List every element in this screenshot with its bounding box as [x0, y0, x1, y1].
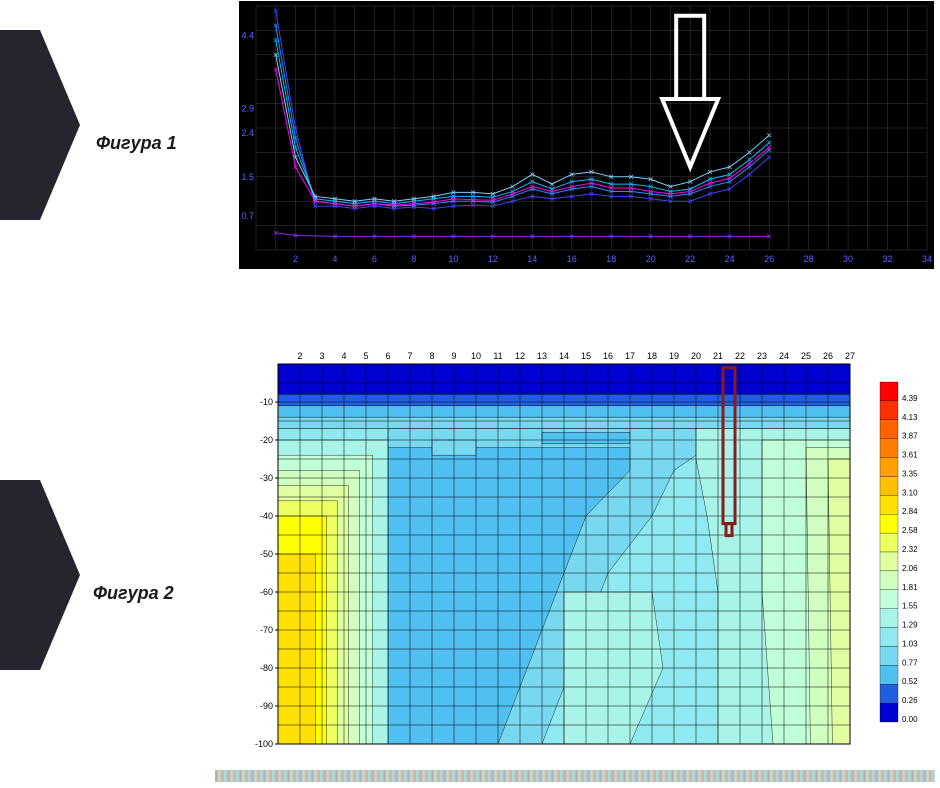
- svg-text:27: 27: [845, 351, 855, 361]
- svg-text:34: 34: [922, 254, 932, 264]
- svg-text:8: 8: [429, 351, 434, 361]
- svg-text:2.4: 2.4: [241, 128, 254, 138]
- svg-text:17: 17: [625, 351, 635, 361]
- pointer-shape-2: [0, 480, 80, 670]
- svg-text:30: 30: [843, 254, 853, 264]
- footer-noise-bar: [215, 770, 935, 782]
- svg-text:12: 12: [515, 351, 525, 361]
- svg-text:-30: -30: [260, 473, 273, 483]
- svg-text:0.7: 0.7: [241, 211, 254, 221]
- svg-text:0.26: 0.26: [902, 696, 918, 705]
- svg-text:2.06: 2.06: [902, 564, 918, 573]
- svg-text:3.87: 3.87: [902, 432, 918, 441]
- svg-text:10: 10: [471, 351, 481, 361]
- svg-text:2.9: 2.9: [241, 103, 254, 113]
- svg-text:3.61: 3.61: [902, 451, 918, 460]
- svg-text:10: 10: [448, 254, 458, 264]
- svg-text:1.55: 1.55: [902, 602, 918, 611]
- svg-text:7: 7: [407, 351, 412, 361]
- svg-text:6: 6: [385, 351, 390, 361]
- svg-text:18: 18: [606, 254, 616, 264]
- svg-text:13: 13: [537, 351, 547, 361]
- svg-text:16: 16: [567, 254, 577, 264]
- chart-1-line: 0.71.52.42.94.42468101214161820222426283…: [238, 0, 935, 270]
- svg-text:4.4: 4.4: [241, 30, 254, 40]
- svg-text:3.35: 3.35: [902, 469, 918, 478]
- pointer-shape-1: [0, 30, 80, 220]
- svg-text:22: 22: [685, 254, 695, 264]
- svg-text:8: 8: [411, 254, 416, 264]
- svg-text:4: 4: [341, 351, 346, 361]
- svg-text:1.81: 1.81: [902, 583, 918, 592]
- svg-text:14: 14: [527, 254, 537, 264]
- svg-text:-60: -60: [260, 587, 273, 597]
- svg-text:0.52: 0.52: [902, 677, 918, 686]
- svg-text:-20: -20: [260, 435, 273, 445]
- svg-text:2.32: 2.32: [902, 545, 918, 554]
- svg-text:19: 19: [669, 351, 679, 361]
- svg-text:5: 5: [363, 351, 368, 361]
- svg-text:1.5: 1.5: [241, 172, 254, 182]
- svg-text:4.13: 4.13: [902, 413, 918, 422]
- svg-text:-70: -70: [260, 625, 273, 635]
- svg-text:23: 23: [757, 351, 767, 361]
- svg-text:26: 26: [823, 351, 833, 361]
- chart-2-heatmap: 2345678910111213141516171819202122232425…: [238, 346, 935, 756]
- svg-text:24: 24: [779, 351, 789, 361]
- svg-text:-100: -100: [255, 739, 273, 749]
- svg-text:25: 25: [801, 351, 811, 361]
- svg-text:20: 20: [691, 351, 701, 361]
- svg-text:-50: -50: [260, 549, 273, 559]
- svg-text:1.03: 1.03: [902, 639, 918, 648]
- svg-text:4: 4: [332, 254, 337, 264]
- svg-text:21: 21: [713, 351, 723, 361]
- svg-text:0.77: 0.77: [902, 658, 918, 667]
- figure-1-label: Фигура 1: [96, 133, 177, 154]
- svg-text:2: 2: [293, 254, 298, 264]
- svg-text:3: 3: [319, 351, 324, 361]
- svg-text:18: 18: [647, 351, 657, 361]
- svg-text:2.58: 2.58: [902, 526, 918, 535]
- svg-text:28: 28: [804, 254, 814, 264]
- svg-text:-90: -90: [260, 701, 273, 711]
- svg-text:24: 24: [725, 254, 735, 264]
- svg-text:-80: -80: [260, 663, 273, 673]
- svg-text:6: 6: [372, 254, 377, 264]
- svg-text:-40: -40: [260, 511, 273, 521]
- svg-text:-10: -10: [260, 397, 273, 407]
- figure-2-label: Фигура 2: [93, 583, 174, 604]
- svg-text:2: 2: [297, 351, 302, 361]
- svg-text:3.10: 3.10: [902, 488, 918, 497]
- svg-text:9: 9: [451, 351, 456, 361]
- svg-text:16: 16: [603, 351, 613, 361]
- svg-text:20: 20: [646, 254, 656, 264]
- svg-text:12: 12: [488, 254, 498, 264]
- svg-text:14: 14: [559, 351, 569, 361]
- svg-text:0.00: 0.00: [902, 715, 918, 724]
- svg-text:1.29: 1.29: [902, 621, 918, 630]
- svg-text:22: 22: [735, 351, 745, 361]
- svg-text:4.39: 4.39: [902, 394, 918, 403]
- svg-text:26: 26: [764, 254, 774, 264]
- svg-text:15: 15: [581, 351, 591, 361]
- svg-text:2.84: 2.84: [902, 507, 918, 516]
- svg-text:11: 11: [493, 351, 502, 361]
- svg-text:32: 32: [883, 254, 893, 264]
